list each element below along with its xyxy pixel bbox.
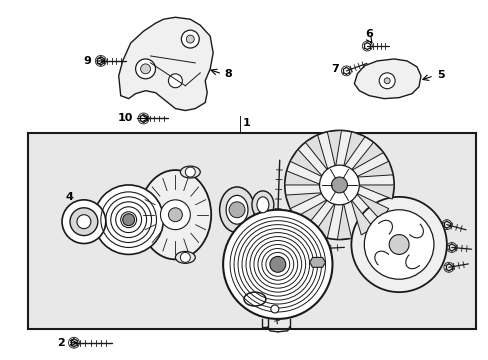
- Ellipse shape: [256, 197, 268, 213]
- Text: 8: 8: [224, 69, 231, 79]
- Circle shape: [364, 210, 433, 279]
- Circle shape: [284, 130, 393, 239]
- Circle shape: [388, 235, 408, 255]
- Ellipse shape: [180, 166, 200, 178]
- Circle shape: [160, 200, 190, 230]
- Circle shape: [384, 78, 389, 84]
- Circle shape: [223, 210, 332, 319]
- Circle shape: [77, 215, 91, 229]
- Circle shape: [379, 73, 394, 89]
- Polygon shape: [355, 193, 388, 221]
- Polygon shape: [284, 171, 321, 185]
- Circle shape: [269, 256, 285, 272]
- Polygon shape: [350, 142, 383, 171]
- Polygon shape: [326, 130, 341, 167]
- Ellipse shape: [139, 170, 211, 260]
- Polygon shape: [354, 59, 420, 99]
- Polygon shape: [313, 202, 335, 238]
- Bar: [28, 133, 475, 329]
- Polygon shape: [305, 135, 327, 171]
- Polygon shape: [309, 257, 325, 267]
- Text: 10: 10: [118, 113, 133, 123]
- Text: 5: 5: [436, 70, 444, 80]
- Circle shape: [122, 214, 134, 226]
- Circle shape: [185, 167, 195, 177]
- Circle shape: [331, 177, 346, 193]
- Circle shape: [70, 208, 98, 235]
- Polygon shape: [355, 161, 392, 177]
- Circle shape: [228, 202, 244, 218]
- Polygon shape: [289, 149, 323, 177]
- Circle shape: [186, 35, 194, 43]
- Ellipse shape: [219, 187, 254, 233]
- Circle shape: [168, 74, 182, 88]
- Circle shape: [180, 252, 190, 262]
- Circle shape: [135, 59, 155, 79]
- Circle shape: [270, 305, 278, 313]
- Text: 3: 3: [117, 188, 124, 198]
- Circle shape: [94, 185, 163, 255]
- Polygon shape: [350, 199, 373, 235]
- Text: 9: 9: [83, 56, 91, 66]
- Polygon shape: [357, 185, 393, 199]
- Ellipse shape: [225, 195, 247, 224]
- Circle shape: [181, 30, 199, 48]
- Text: 7: 7: [331, 64, 339, 74]
- Polygon shape: [295, 199, 327, 228]
- Ellipse shape: [175, 251, 195, 264]
- Polygon shape: [337, 202, 351, 239]
- Text: 6: 6: [365, 29, 372, 39]
- Polygon shape: [343, 132, 364, 167]
- Circle shape: [319, 165, 359, 205]
- Circle shape: [351, 197, 446, 292]
- Polygon shape: [285, 193, 323, 209]
- Ellipse shape: [251, 191, 273, 219]
- Polygon shape: [119, 17, 213, 111]
- Circle shape: [62, 200, 105, 243]
- Text: 4: 4: [65, 192, 73, 202]
- Text: 1: 1: [243, 118, 250, 129]
- Circle shape: [141, 64, 150, 74]
- Text: 2: 2: [57, 338, 65, 348]
- Circle shape: [168, 208, 182, 222]
